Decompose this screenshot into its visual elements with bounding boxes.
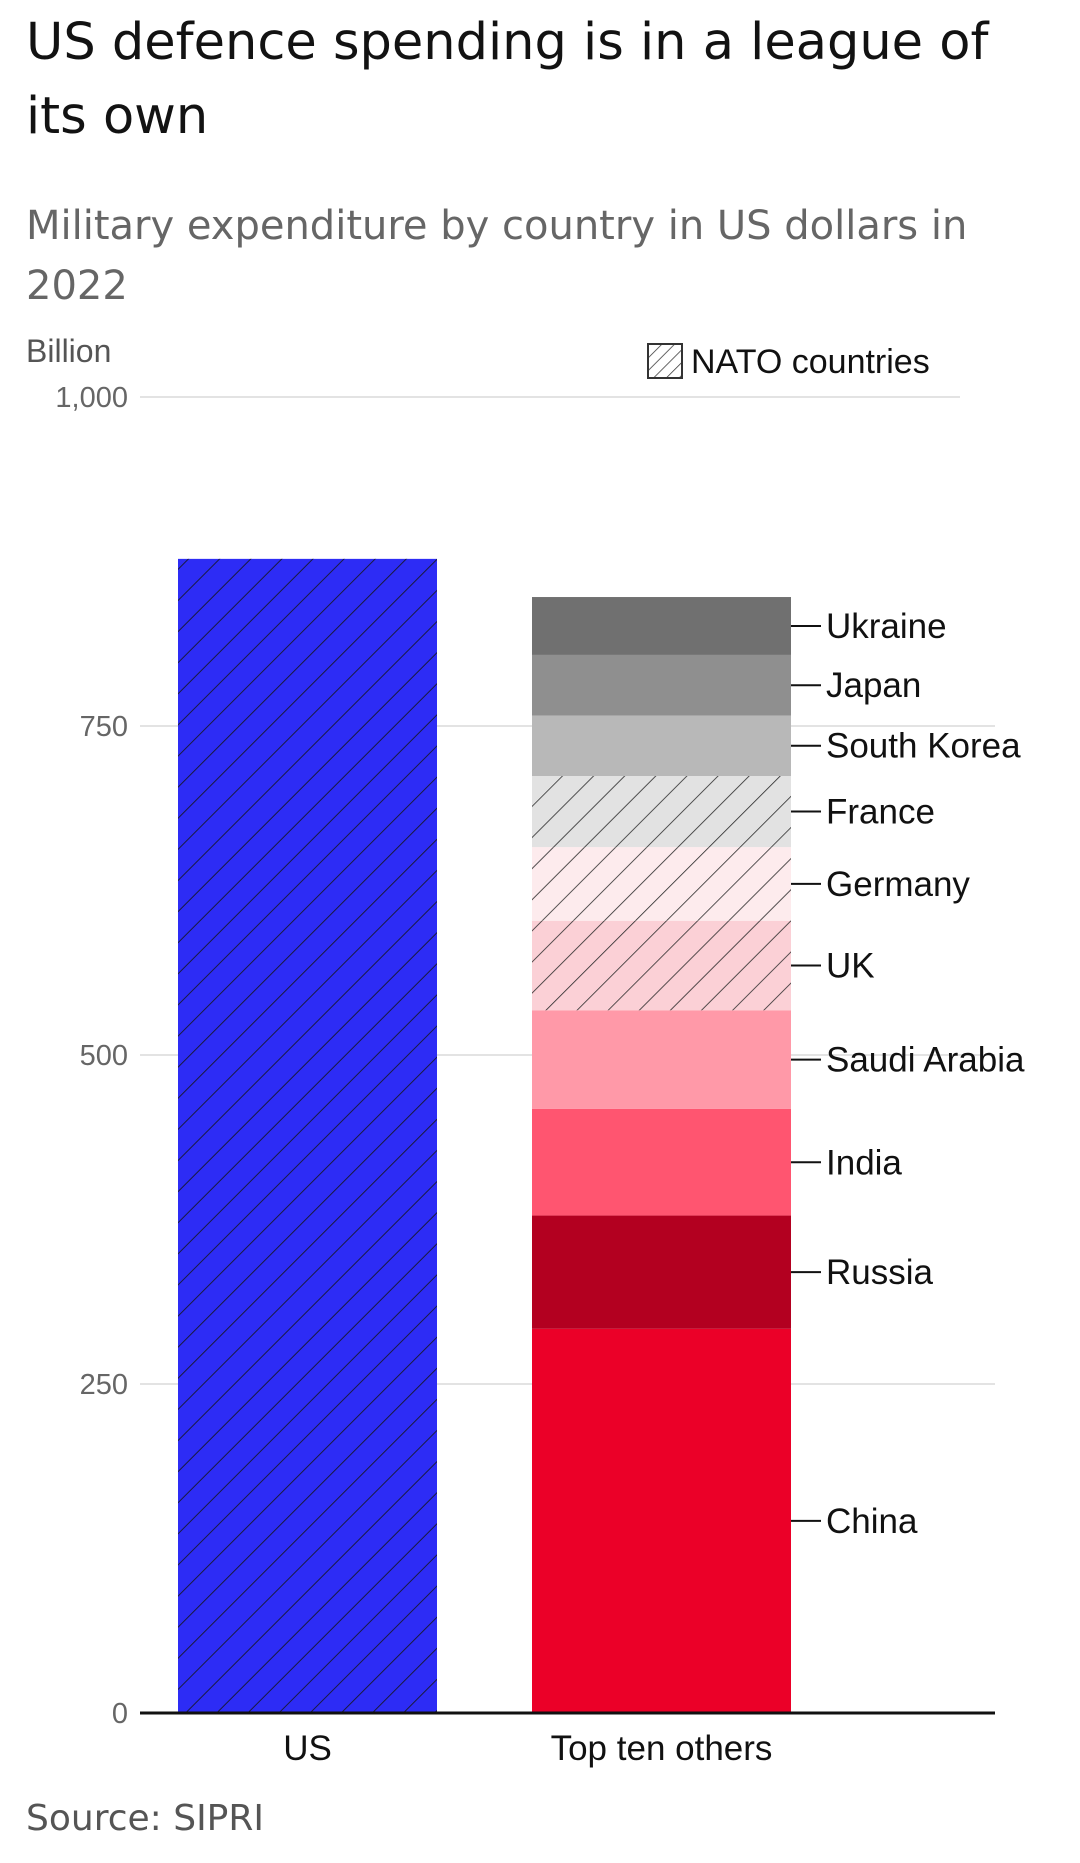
chart-subtitle: Military expenditure by country in US do… [26, 203, 968, 309]
bar-segment-india [532, 1108, 791, 1216]
source-note: Source: SIPRI [26, 1798, 265, 1839]
segment-label-japan: Japan [826, 666, 921, 705]
legend-hatch-swatch [647, 343, 683, 379]
nato-hatch-germany [532, 847, 791, 921]
segment-label-india: India [826, 1143, 902, 1182]
axes: 0 250 500 750 1,000 Billion US Top ten others [26, 333, 995, 1768]
legend-label: NATO countries [691, 343, 930, 381]
segment-labels: China Russia India Saudi Arabia UK Germany Fra… [791, 607, 1025, 1541]
legend: NATO countries [647, 343, 930, 381]
segment-label-saudi-arabia: Saudi Arabia [826, 1041, 1025, 1080]
segment-label-germany: Germany [826, 865, 970, 904]
bar-segment-russia [532, 1215, 791, 1329]
segment-label-ukraine: Ukraine [826, 607, 947, 646]
y-tick-label: 1,000 [55, 382, 128, 414]
nato-hatch-us [178, 558, 437, 1714]
y-tick-label: 750 [80, 711, 128, 743]
segment-label-uk: UK [826, 947, 875, 986]
y-tick-label: 250 [80, 1369, 128, 1401]
segment-label-south-korea: South Korea [826, 727, 1021, 766]
bar-segment-china [532, 1328, 791, 1713]
bar-segment-japan [532, 654, 791, 716]
bar-segment-saudi-arabia [532, 1010, 791, 1109]
segment-label-france: France [826, 793, 935, 832]
y-tick-label: 500 [80, 1040, 128, 1072]
bar-segment-south-korea [532, 715, 791, 777]
x-category-label: US [283, 1729, 332, 1768]
bars [178, 558, 791, 1714]
segment-label-russia: Russia [826, 1253, 934, 1292]
y-unit-label: Billion [26, 333, 111, 369]
y-tick-label: 0 [112, 1698, 128, 1730]
nato-hatch-france [532, 776, 791, 848]
bar-segment-ukraine [532, 597, 791, 655]
x-category-label: Top ten others [551, 1729, 773, 1768]
chart-title: US defence spending is in a league of it… [26, 13, 989, 146]
nato-hatch-uk [532, 920, 791, 1011]
segment-label-china: China [826, 1502, 918, 1541]
